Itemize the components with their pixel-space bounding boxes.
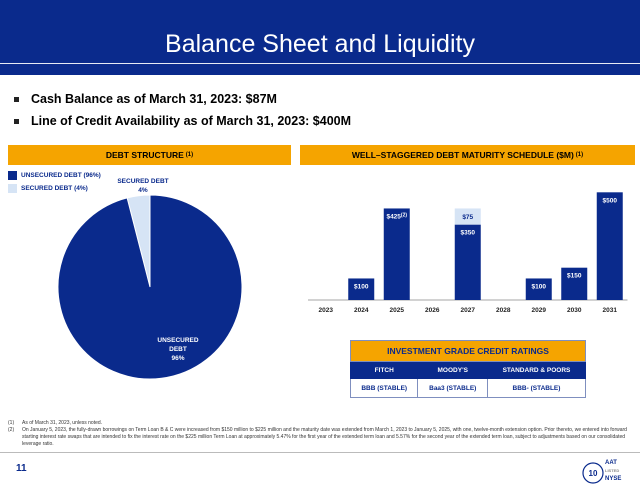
- bar-stack-label-2027: $75: [462, 214, 473, 221]
- unsecured-label-line1: UNSECURED: [157, 337, 198, 344]
- bar-2025: [383, 208, 410, 300]
- ratings-header: INVESTMENT GRADE CREDIT RATINGS: [350, 340, 586, 362]
- bar-label-2025: $425(2): [386, 212, 407, 220]
- bar-stack-2027: [454, 208, 481, 225]
- nyse-logo: 10 AAT LISTED NYSE: [581, 456, 633, 490]
- footnotes: (1) As of March 31, 2023, unless noted. …: [8, 420, 628, 448]
- tick-label-2024: 2024: [354, 307, 369, 314]
- legend-swatch: [8, 184, 17, 193]
- bullet-item: Cash Balance as of March 31, 2023: $87M: [14, 88, 351, 110]
- ratings-col-moodys: MOODY'S: [417, 361, 488, 379]
- footnote-text: As of March 31, 2023, unless noted.: [22, 420, 103, 426]
- maturity-schedule-header-note: (1): [575, 152, 584, 158]
- pie-chart-svg: SECURED DEBT 4% UNSECURED DEBT 96%: [57, 178, 243, 380]
- legend-item-secured: SECURED DEBT (4%): [8, 182, 101, 195]
- title-rule: [0, 63, 640, 64]
- anniversary-badge-icon: 10: [582, 462, 604, 484]
- footnote-text: On January 5, 2023, the fully-drawn borr…: [22, 427, 627, 447]
- maturity-schedule-header-text: WELL–STAGGERED DEBT MATURITY SCHEDULE ($…: [351, 150, 574, 160]
- bar-label-2029: $100: [532, 283, 547, 290]
- secured-label-line2: 4%: [138, 187, 148, 194]
- bar-label-2024: $100: [354, 283, 369, 290]
- bar-2031: [596, 192, 623, 300]
- tick-label-2031: 2031: [603, 307, 618, 314]
- page-title: Balance Sheet and Liquidity: [165, 30, 475, 58]
- tick-label-2023: 2023: [319, 307, 334, 314]
- bar-label-2027: $350: [461, 230, 476, 237]
- bar-label-2031: $500: [603, 197, 618, 204]
- tick-label-2027: 2027: [461, 307, 476, 314]
- tick-label-2029: 2029: [532, 307, 547, 314]
- bar-2027: [454, 224, 481, 300]
- footnote-number: (1): [8, 420, 15, 426]
- rating-fitch: BBB (STABLE): [349, 378, 419, 398]
- unsecured-label-line2: DEBT: [169, 346, 187, 353]
- bullet-text: Cash Balance as of March 31, 2023: $87M: [31, 92, 277, 106]
- footnote-item: (1) As of March 31, 2023, unless noted.: [8, 420, 628, 427]
- unsecured-label-line3: 96%: [171, 355, 184, 362]
- legend-label: SECURED DEBT (4%): [21, 185, 88, 192]
- title-banner: Balance Sheet and Liquidity: [0, 0, 640, 75]
- bullet-square-icon: [14, 96, 19, 102]
- credit-ratings-table: INVESTMENT GRADE CREDIT RATINGS FITCH MO…: [349, 340, 587, 398]
- debt-structure-header-note: (1): [185, 152, 194, 158]
- bar-2029: [525, 278, 552, 300]
- logo-text: AAT LISTED NYSE: [605, 459, 621, 483]
- bar-label-note: (2): [401, 212, 407, 218]
- rating-sp: BBB- (STABLE): [486, 378, 587, 398]
- tick-label-2028: 2028: [496, 307, 511, 314]
- footnote-number: (2): [8, 427, 15, 433]
- tick-label-2026: 2026: [425, 307, 440, 314]
- bar-chart-svg: 2023 $100 2024 $425(2) 2025 2026 $350 $75 2027 20…: [308, 192, 628, 314]
- bar-label-2030: $150: [567, 273, 582, 280]
- badge-text: 10: [589, 469, 598, 478]
- tick-label-2025: 2025: [390, 307, 405, 314]
- debt-structure-header: DEBT STRUCTURE (1): [8, 145, 291, 165]
- footer-rule: [0, 452, 640, 453]
- page-number: 11: [16, 463, 27, 474]
- legend-swatch: [8, 171, 17, 180]
- debt-structure-header-text: DEBT STRUCTURE: [105, 150, 184, 160]
- maturity-schedule-header: WELL–STAGGERED DEBT MATURITY SCHEDULE ($…: [300, 145, 635, 165]
- footnote-item: (2) On January 5, 2023, the fully-drawn …: [8, 427, 628, 448]
- ratings-col-fitch: FITCH: [349, 361, 419, 379]
- ratings-col-sp: STANDARD & POORS: [486, 361, 587, 379]
- logo-line: AAT: [605, 460, 617, 466]
- maturity-bar-chart: 2023 $100 2024 $425(2) 2025 2026 $350 $75 2027 20…: [300, 170, 636, 320]
- rating-moodys: Baa3 (STABLE): [417, 378, 488, 398]
- tick-label-2030: 2030: [567, 307, 582, 314]
- logo-line: LISTED: [605, 468, 620, 473]
- pie-slice-unsecured: [57, 194, 243, 380]
- logo-line: NYSE: [605, 476, 622, 482]
- bullet-text: Line of Credit Availability as of March …: [31, 114, 352, 128]
- legend-label: UNSECURED DEBT (96%): [21, 172, 101, 179]
- bullet-list: Cash Balance as of March 31, 2023: $87M …: [14, 88, 351, 132]
- pie-legend: UNSECURED DEBT (96%) SECURED DEBT (4%): [8, 169, 101, 195]
- bullet-item: Line of Credit Availability as of March …: [14, 110, 351, 132]
- legend-item-unsecured: UNSECURED DEBT (96%): [8, 169, 101, 182]
- bar-2030: [561, 267, 588, 300]
- secured-label-line1: SECURED DEBT: [117, 178, 168, 185]
- debt-structure-pie: SECURED DEBT 4% UNSECURED DEBT 96%: [0, 170, 300, 390]
- bar-2024: [348, 278, 375, 300]
- bullet-square-icon: [14, 118, 19, 124]
